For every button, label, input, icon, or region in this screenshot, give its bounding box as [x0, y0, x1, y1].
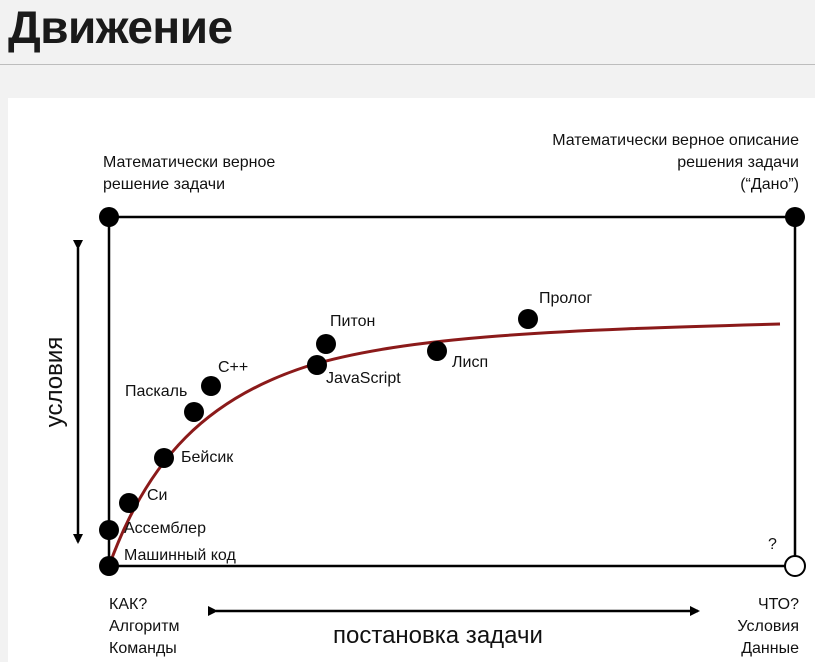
diagram-canvas	[73, 207, 806, 616]
label-lisp: Лисп	[452, 354, 489, 371]
horizontal-axis-label: постановка задачи	[333, 622, 543, 649]
label-pascal: Паскаль	[125, 383, 188, 400]
label-prolog: Пролог	[539, 290, 593, 307]
point-cpp	[201, 376, 221, 396]
bottom-left-caption: КАК? Алгоритм Команды	[109, 594, 180, 660]
top-left-caption: Математически верное решение задачи	[103, 152, 275, 196]
label-cpp: C++	[218, 359, 249, 376]
bottom-right-line-1: ЧТО?	[757, 596, 799, 613]
label-javascript: JavaScript	[326, 370, 401, 387]
bottom-left-line-2: Алгоритм	[109, 618, 180, 635]
point-javascript	[307, 355, 327, 375]
top-left-line-1: Математически верное	[103, 154, 276, 171]
bottom-right-caption: ЧТО? Условия Данные	[737, 594, 799, 660]
diagram-area: Математически верное решение задачи Мате…	[8, 98, 815, 662]
label-c: Си	[147, 487, 168, 504]
point-python	[316, 334, 336, 354]
point-prolog	[518, 309, 538, 329]
point-machine-code	[99, 556, 119, 576]
bottom-right-marker: ?	[768, 536, 777, 553]
bottom-left-line-1: КАК?	[109, 596, 148, 613]
bottom-left-line-3: Команды	[109, 640, 177, 657]
header-divider	[0, 64, 815, 65]
top-right-line-3: (“Дано”)	[740, 176, 799, 193]
top-right-line-2: решения задачи	[677, 154, 799, 171]
bottom-right-line-3: Данные	[741, 640, 799, 657]
corner-dot-top-left	[99, 207, 119, 227]
top-left-line-2: решение задачи	[103, 176, 226, 193]
bottom-right-line-2: Условия	[737, 618, 799, 635]
slide-header: Движение	[0, 0, 815, 96]
point-basic	[154, 448, 174, 468]
label-machine-code: Машинный код	[124, 547, 236, 564]
point-lisp	[427, 341, 447, 361]
point-assembler	[99, 520, 119, 540]
top-right-line-1: Математически верное описание	[552, 132, 799, 149]
page-title: Движение	[8, 1, 233, 53]
progress-curve	[107, 322, 781, 567]
label-python: Питон	[330, 313, 376, 330]
point-c	[119, 493, 139, 513]
corner-dot-bottom-right	[784, 555, 806, 577]
label-assembler: Ассемблер	[124, 520, 206, 537]
corner-dot-top-right	[785, 207, 805, 227]
vertical-axis-label: условия	[41, 336, 68, 428]
label-basic: Бейсик	[181, 449, 234, 466]
point-pascal	[184, 402, 204, 422]
top-right-caption: Математически верное описание решения за…	[552, 130, 799, 196]
